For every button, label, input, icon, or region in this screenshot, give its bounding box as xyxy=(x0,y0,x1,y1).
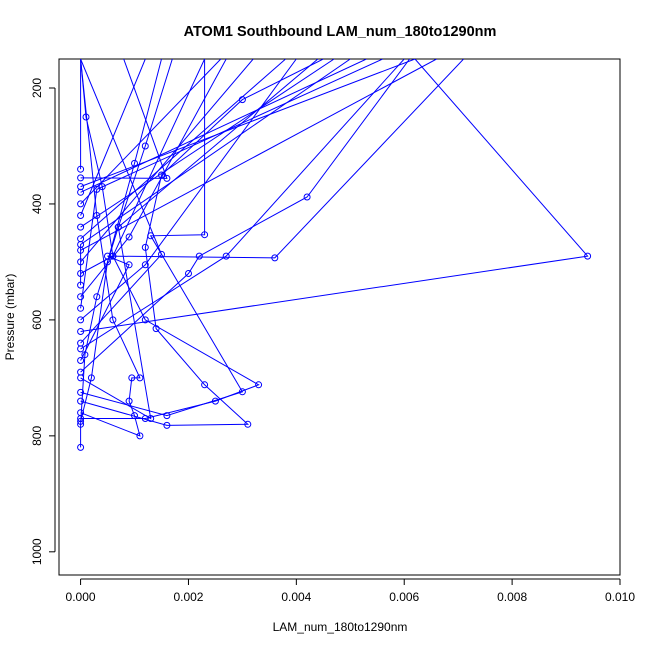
data-point xyxy=(77,304,85,312)
data-point xyxy=(77,165,85,173)
data-point xyxy=(128,374,136,382)
profile-line xyxy=(80,59,162,422)
data-point xyxy=(93,212,101,219)
data-point xyxy=(136,432,144,440)
data-point xyxy=(201,231,209,239)
data-point xyxy=(77,409,85,417)
data-point xyxy=(136,374,144,382)
data-point xyxy=(125,261,133,269)
data-point xyxy=(109,316,117,324)
data-point xyxy=(152,325,160,333)
data-point xyxy=(77,174,85,182)
data-point xyxy=(93,185,101,193)
profile-line xyxy=(80,59,351,286)
profile-line xyxy=(80,59,367,193)
profile-line xyxy=(80,59,589,332)
data-point xyxy=(244,420,252,428)
profile-line xyxy=(80,59,324,426)
data-point xyxy=(584,252,592,260)
x-axis-label: LAM_num_180to1290nm xyxy=(273,620,408,634)
data-point xyxy=(77,388,85,396)
profile-line xyxy=(80,59,146,216)
data-point xyxy=(303,193,311,201)
profile-line xyxy=(80,59,254,263)
data-point xyxy=(147,415,155,422)
data-point xyxy=(222,252,230,260)
data-point xyxy=(271,254,279,262)
data-point xyxy=(87,374,95,382)
profile-line xyxy=(80,59,405,350)
x-tick-label: 0.004 xyxy=(281,590,311,604)
profile-line xyxy=(80,59,222,205)
y-tick-label: 600 xyxy=(30,310,44,330)
profile-line xyxy=(80,59,206,274)
data-point xyxy=(163,174,171,182)
profile-line xyxy=(80,59,319,420)
data-point xyxy=(141,142,149,150)
y-tick-label: 400 xyxy=(30,194,44,214)
data-point xyxy=(77,293,85,301)
x-tick-label: 0.000 xyxy=(66,590,96,604)
profile-line xyxy=(80,59,335,228)
x-tick-label: 0.006 xyxy=(389,590,419,604)
y-axis-label: Pressure (mbar) xyxy=(3,274,17,361)
profile-line xyxy=(80,59,411,373)
data-point xyxy=(125,233,133,241)
data-point xyxy=(77,200,85,208)
data-point xyxy=(98,183,106,191)
data-point xyxy=(125,397,133,405)
data-point xyxy=(77,258,85,266)
data-point xyxy=(77,397,85,405)
data-point xyxy=(195,252,203,260)
data-point xyxy=(77,212,85,219)
y-tick-label: 800 xyxy=(30,426,44,446)
data-point xyxy=(93,293,101,301)
data-point xyxy=(77,443,85,451)
data-point xyxy=(109,252,117,260)
data-point xyxy=(158,250,165,258)
profile-line xyxy=(80,59,163,344)
data-point xyxy=(77,281,85,289)
data-point xyxy=(77,270,85,277)
y-tick-label: 1000 xyxy=(30,538,44,565)
data-point xyxy=(77,328,85,335)
data-point xyxy=(141,316,149,324)
data-point xyxy=(141,261,149,269)
x-axis: 0.000 0.002 0.004 0.006 0.008 0.010 xyxy=(66,578,635,604)
profile-line xyxy=(80,59,437,251)
profile-line xyxy=(80,59,168,179)
profile-line xyxy=(80,59,286,240)
data-point xyxy=(77,357,85,364)
profile-line xyxy=(80,59,297,321)
profile-line xyxy=(80,59,227,298)
y-tick-label: 200 xyxy=(30,78,44,98)
data-point xyxy=(77,188,85,196)
y-axis: 200 400 600 800 1000 xyxy=(30,78,56,565)
data-point xyxy=(163,421,171,429)
data-point xyxy=(77,235,85,243)
data-point xyxy=(185,270,192,277)
chart-title: ATOM1 Southbound LAM_num_180to1290nm xyxy=(184,24,497,40)
data-point xyxy=(77,246,85,254)
profile-line xyxy=(80,59,464,361)
data-point xyxy=(77,339,85,347)
data-point xyxy=(77,316,85,324)
data-point xyxy=(77,223,85,231)
data-point xyxy=(255,381,263,389)
data-point xyxy=(163,412,171,420)
series-layer xyxy=(77,59,592,451)
x-tick-label: 0.008 xyxy=(497,590,527,604)
x-tick-label: 0.002 xyxy=(173,590,203,604)
data-point xyxy=(201,381,209,389)
data-point xyxy=(77,368,85,376)
data-point xyxy=(238,388,246,396)
data-point xyxy=(141,243,149,251)
plot-area-border xyxy=(58,58,621,576)
x-tick-label: 0.010 xyxy=(605,590,635,604)
profile-line xyxy=(80,59,141,437)
